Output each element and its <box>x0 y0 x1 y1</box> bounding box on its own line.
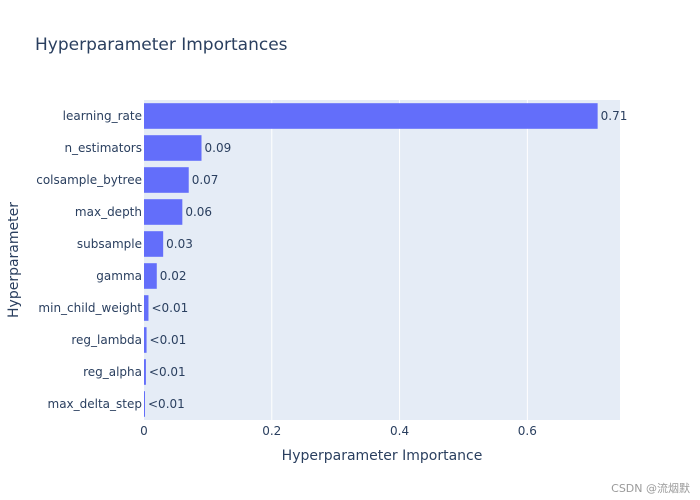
y-tick-label: colsample_bytree <box>36 173 142 187</box>
bar-learning-rate <box>144 103 598 129</box>
bar-value-label: 0.71 <box>601 109 628 123</box>
plot-area <box>144 100 620 420</box>
bar-value-label: 0.09 <box>205 141 232 155</box>
watermark: CSDN @流烟默 <box>611 481 690 495</box>
y-axis-title: Hyperparameter <box>6 202 22 318</box>
y-tick-label: gamma <box>96 269 142 283</box>
y-tick-label: max_delta_step <box>48 397 143 411</box>
x-tick-label: 0.2 <box>262 424 281 438</box>
bar-value-label: <0.01 <box>149 365 186 379</box>
grid-lines <box>271 100 528 420</box>
y-tick-label: max_depth <box>75 205 142 219</box>
bar-reg-lambda <box>144 327 147 353</box>
chart-title: Hyperparameter Importances <box>35 35 288 55</box>
bar-value-label: <0.01 <box>150 333 187 347</box>
bar-colsample-bytree <box>144 167 189 193</box>
y-tick-label: learning_rate <box>63 109 142 123</box>
y-tick-label: min_child_weight <box>38 301 142 315</box>
y-axis-ticks: learning_rate n_estimators colsample_bytre… <box>36 109 142 411</box>
y-tick-label: n_estimators <box>64 141 142 155</box>
bar-value-label: 0.07 <box>192 173 219 187</box>
x-tick-label: 0 <box>140 424 148 438</box>
y-tick-label: reg_lambda <box>71 333 142 347</box>
bar-gamma <box>144 263 157 289</box>
bar-value-label: 0.03 <box>166 237 193 251</box>
bar-reg-alpha <box>144 359 146 385</box>
bar-value-label: 0.02 <box>160 269 187 283</box>
bar-value-label: <0.01 <box>148 397 185 411</box>
y-tick-label: subsample <box>77 237 142 251</box>
y-tick-label: reg_alpha <box>83 365 142 379</box>
bar-value-label: 0.06 <box>185 205 212 219</box>
bar-subsample <box>144 231 164 257</box>
x-tick-label: 0.4 <box>390 424 409 438</box>
x-tick-label: 0.6 <box>518 424 537 438</box>
bar-min-child-weight <box>144 295 149 321</box>
bar-n-estimators <box>144 135 202 161</box>
x-axis-title: Hyperparameter Importance <box>282 448 483 464</box>
bars: 0.71 0.09 0.07 0.06 0.03 0.02 <0.01 <0.01 <0.01 <… <box>144 103 627 417</box>
bar-value-label: <0.01 <box>151 301 188 315</box>
bar-max-depth <box>144 199 183 225</box>
x-axis-ticks: 0 0.2 0.4 0.6 <box>140 424 537 438</box>
bar-max-delta-step <box>144 391 145 417</box>
